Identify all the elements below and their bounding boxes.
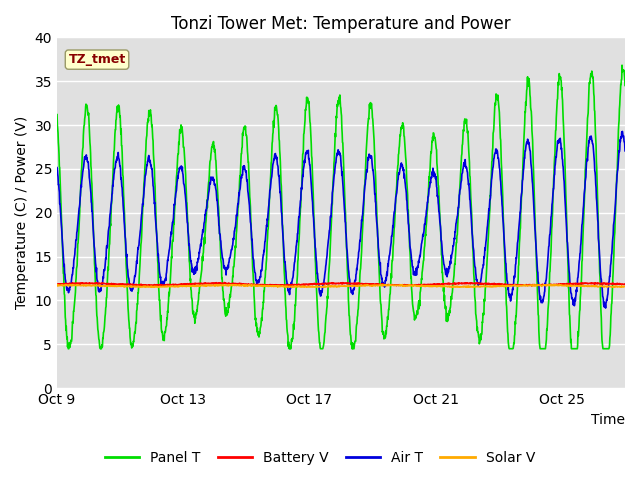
Battery V bbox=[298, 282, 305, 288]
Air T bbox=[602, 305, 609, 311]
Air T bbox=[87, 186, 95, 192]
Battery V bbox=[543, 282, 551, 288]
Line: Battery V: Battery V bbox=[57, 283, 625, 286]
Panel T bbox=[419, 268, 426, 274]
Line: Solar V: Solar V bbox=[57, 285, 625, 288]
Solar V bbox=[356, 283, 364, 289]
Panel T bbox=[543, 327, 551, 333]
Air T bbox=[355, 246, 363, 252]
Solar V bbox=[53, 282, 61, 288]
Panel T bbox=[307, 120, 314, 126]
Solar V bbox=[307, 284, 314, 289]
Panel T bbox=[618, 62, 626, 68]
Line: Panel T: Panel T bbox=[57, 65, 625, 348]
Solar V bbox=[543, 282, 551, 288]
X-axis label: Time: Time bbox=[591, 413, 625, 427]
Battery V bbox=[221, 280, 228, 286]
Panel T bbox=[53, 112, 61, 118]
Air T bbox=[53, 165, 61, 170]
Air T bbox=[621, 148, 629, 154]
Solar V bbox=[419, 283, 426, 288]
Panel T bbox=[65, 346, 72, 351]
Air T bbox=[618, 129, 626, 134]
Air T bbox=[419, 238, 426, 243]
Battery V bbox=[419, 282, 427, 288]
Legend: Panel T, Battery V, Air T, Solar V: Panel T, Battery V, Air T, Solar V bbox=[99, 445, 541, 471]
Air T bbox=[306, 162, 314, 168]
Title: Tonzi Tower Met: Temperature and Power: Tonzi Tower Met: Temperature and Power bbox=[172, 15, 511, 33]
Panel T bbox=[87, 163, 95, 169]
Air T bbox=[297, 197, 305, 203]
Battery V bbox=[274, 283, 282, 289]
Battery V bbox=[356, 281, 364, 287]
Solar V bbox=[61, 282, 69, 288]
Panel T bbox=[356, 280, 364, 286]
Solar V bbox=[87, 283, 95, 288]
Panel T bbox=[297, 190, 305, 196]
Solar V bbox=[448, 285, 456, 290]
Solar V bbox=[621, 284, 629, 289]
Text: TZ_tmet: TZ_tmet bbox=[68, 53, 125, 66]
Y-axis label: Temperature (C) / Power (V): Temperature (C) / Power (V) bbox=[15, 116, 29, 310]
Solar V bbox=[297, 284, 305, 290]
Panel T bbox=[621, 83, 629, 88]
Battery V bbox=[53, 281, 61, 287]
Battery V bbox=[621, 282, 629, 288]
Line: Air T: Air T bbox=[57, 132, 625, 308]
Battery V bbox=[87, 281, 95, 287]
Battery V bbox=[307, 281, 314, 287]
Air T bbox=[543, 270, 550, 276]
